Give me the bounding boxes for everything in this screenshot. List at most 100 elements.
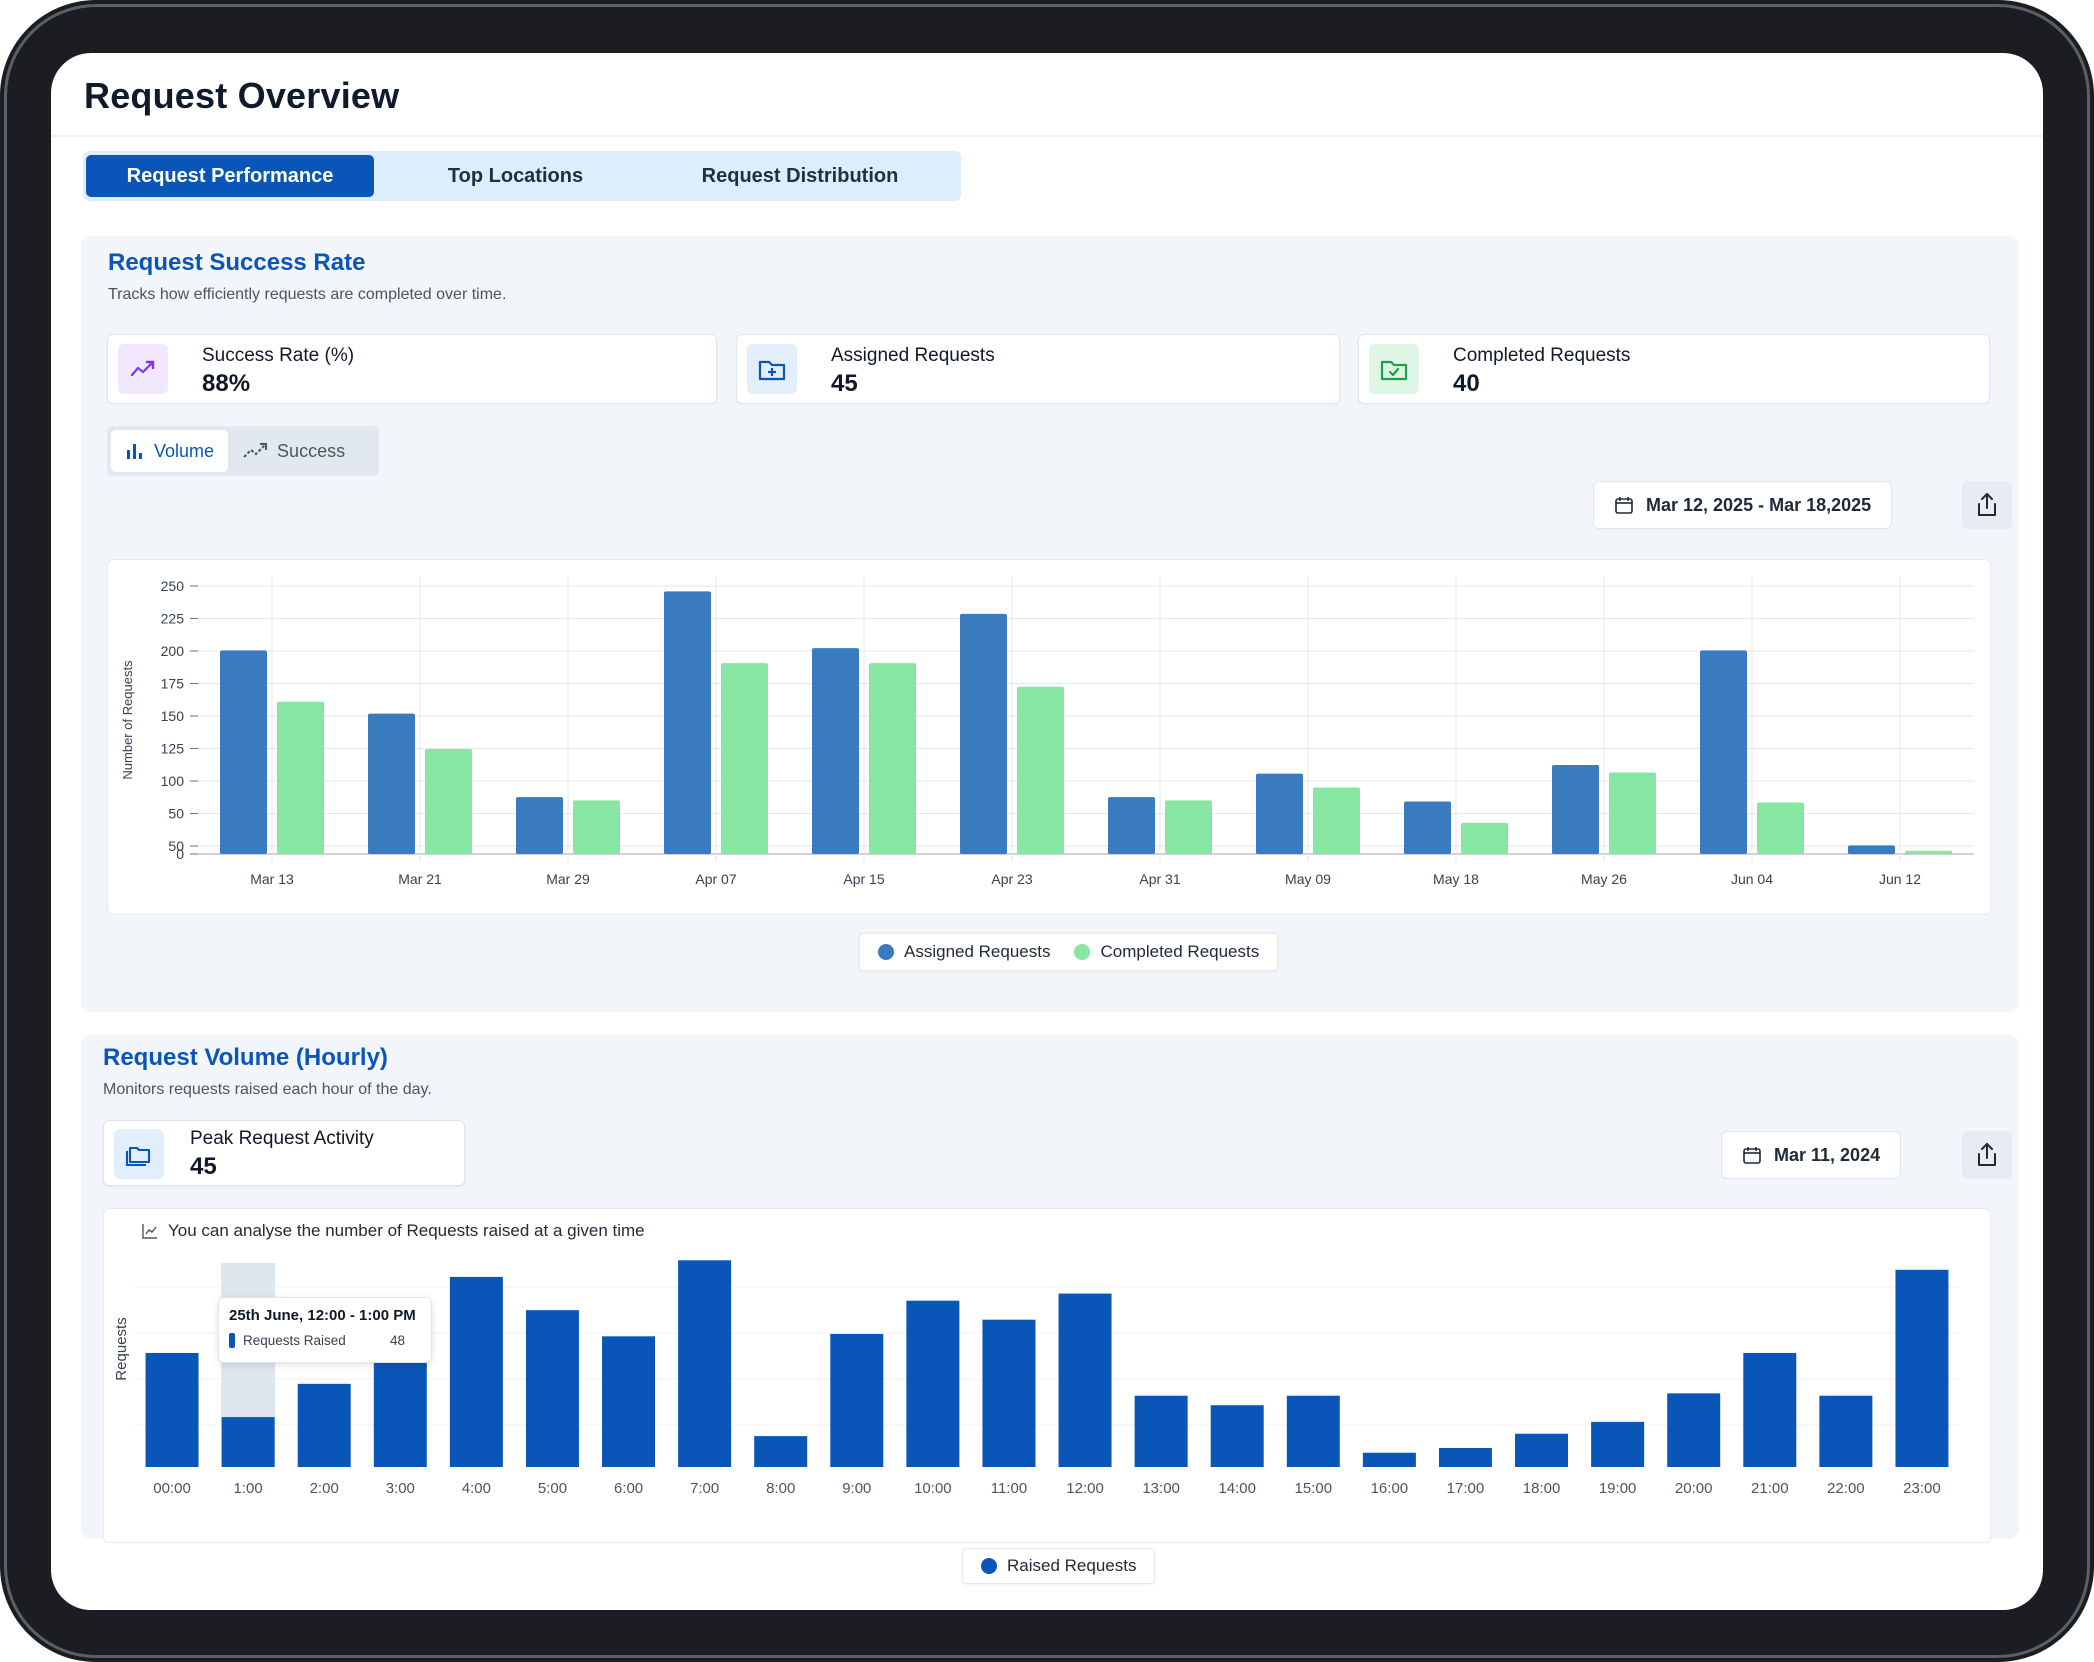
completed-bar [721, 663, 768, 854]
line-chart-icon [142, 1224, 157, 1239]
x-tick-label: 19:00 [1599, 1480, 1637, 1497]
share-icon [1978, 493, 1996, 516]
y-tick-label: 50 [168, 838, 184, 854]
assigned-bar [1552, 765, 1599, 854]
legend-swatch [878, 944, 894, 960]
assigned-bar [516, 797, 563, 854]
chart-tooltip: 25th June, 12:00 - 1:00 PM Requests Rais… [218, 1297, 432, 1363]
hourly-chart-legend: Raised Requests [962, 1548, 1156, 1584]
stat-label: Success Rate (%) [202, 345, 355, 366]
tab-request-performance[interactable]: Request Performance [86, 155, 374, 197]
x-tick-label: Mar 13 [250, 871, 294, 887]
y-tick-label: 100 [161, 773, 185, 789]
calendar-icon [1615, 497, 1633, 514]
assigned-bar [1700, 650, 1747, 854]
raised-bar [297, 1383, 351, 1467]
success-chart-legend: Assigned Requests Completed Requests [859, 933, 1279, 971]
x-tick-label: 21:00 [1751, 1480, 1789, 1497]
completed-bar [1017, 686, 1064, 854]
raised-bar [678, 1260, 732, 1467]
tab-bar: Request Performance Top Locations Reques… [83, 151, 961, 201]
x-tick-label: 11:00 [991, 1480, 1027, 1497]
tooltip-swatch [229, 1333, 235, 1348]
date-range-label: Mar 12, 2025 - Mar 18,2025 [1646, 494, 1872, 515]
stat-value: 88% [202, 370, 251, 397]
tooltip-series: Requests Raised [243, 1333, 346, 1348]
legend-item-completed[interactable]: Completed Requests [1074, 942, 1259, 962]
assigned-bar [960, 613, 1007, 854]
success-toggle-label: Success [277, 440, 346, 461]
x-tick-label: Jun 04 [1731, 871, 1773, 887]
x-tick-label: 6:00 [614, 1480, 643, 1497]
success-toggle-button[interactable]: Success [228, 430, 359, 472]
stat-value: 40 [1453, 370, 1480, 397]
x-tick-label: 17:00 [1447, 1480, 1485, 1497]
raised-bar [1667, 1393, 1721, 1467]
export-button[interactable] [1962, 481, 2012, 529]
y-tick-label: 225 [161, 611, 185, 627]
raised-bar [373, 1345, 427, 1467]
date-picker[interactable]: Mar 11, 2024 [1721, 1131, 1902, 1179]
raised-bar [145, 1352, 199, 1467]
completed-bar [1461, 822, 1508, 854]
tab-request-distribution[interactable]: Request Distribution [701, 164, 899, 187]
stat-value: 45 [190, 1153, 217, 1180]
export-button[interactable] [1962, 1131, 2012, 1179]
x-tick-label: 23:00 [1903, 1480, 1941, 1497]
assigned-bar [1404, 801, 1451, 854]
y-tick-label: 50 [168, 806, 184, 822]
x-tick-label: May 09 [1285, 871, 1331, 887]
raised-bar [1362, 1452, 1416, 1467]
success-panel-title: Request Success Rate [108, 249, 366, 276]
raised-bar [602, 1336, 656, 1467]
completed-bar [869, 663, 916, 854]
legend-item-raised[interactable]: Raised Requests [981, 1556, 1136, 1576]
stat-value: 45 [831, 370, 858, 397]
tooltip-row: Requests Raised 48 [229, 1333, 421, 1348]
stat-label: Peak Request Activity [190, 1128, 374, 1149]
folders-icon [114, 1129, 164, 1179]
y-tick-label: 200 [161, 643, 185, 659]
x-tick-label: 5:00 [538, 1480, 567, 1497]
tooltip-value: 48 [389, 1333, 405, 1348]
x-tick-label: 13:00 [1142, 1480, 1180, 1497]
raised-bar [1134, 1395, 1188, 1467]
tab-top-locations[interactable]: Top Locations [447, 164, 584, 187]
x-tick-label: Jun 12 [1879, 871, 1921, 887]
x-tick-label: 18:00 [1523, 1480, 1561, 1497]
x-tick-label: Apr 23 [991, 871, 1032, 887]
x-tick-label: Apr 31 [1139, 871, 1180, 887]
hourly-volume-panel: Request Volume (Hourly) Monitors request… [81, 1035, 2019, 1584]
raised-bar [1515, 1433, 1569, 1467]
assigned-bar [812, 648, 859, 854]
date-range-picker[interactable]: Mar 12, 2025 - Mar 18,2025 [1593, 481, 1893, 529]
x-tick-label: 2:00 [310, 1480, 339, 1497]
legend-item-assigned[interactable]: Assigned Requests [878, 942, 1050, 962]
y-axis-label: Number of Requests [120, 660, 135, 780]
assigned-bar [368, 713, 415, 854]
completed-bar [1905, 850, 1952, 854]
hourly-panel-subtitle: Monitors requests raised each hour of th… [103, 1081, 432, 1098]
volume-toggle-button[interactable]: Volume [111, 430, 229, 472]
y-tick-label: 125 [161, 741, 185, 757]
x-tick-label: 1:00 [234, 1480, 263, 1497]
raised-bar [1438, 1447, 1492, 1467]
stat-card-success-rate: Success Rate (%) 88% [107, 334, 717, 404]
assigned-bar [664, 591, 711, 854]
raised-bar [525, 1310, 579, 1467]
raised-bar [754, 1436, 808, 1467]
success-rate-panel: Request Success Rate Tracks how efficien… [81, 236, 2019, 1012]
y-tick-label: 175 [161, 676, 185, 692]
raised-bar [1286, 1395, 1340, 1467]
completed-bar [277, 701, 324, 854]
raised-bar [830, 1333, 884, 1467]
raised-bar [1210, 1405, 1264, 1467]
completed-bar [1313, 787, 1360, 854]
page-title: Request Overview [84, 75, 400, 116]
stat-card-peak-activity: Peak Request Activity 45 [103, 1120, 465, 1186]
assigned-bar [1848, 845, 1895, 854]
assigned-bar [220, 650, 267, 854]
volume-toggle-label: Volume [154, 440, 215, 461]
stat-card-completed: Completed Requests 40 [1358, 334, 1990, 404]
